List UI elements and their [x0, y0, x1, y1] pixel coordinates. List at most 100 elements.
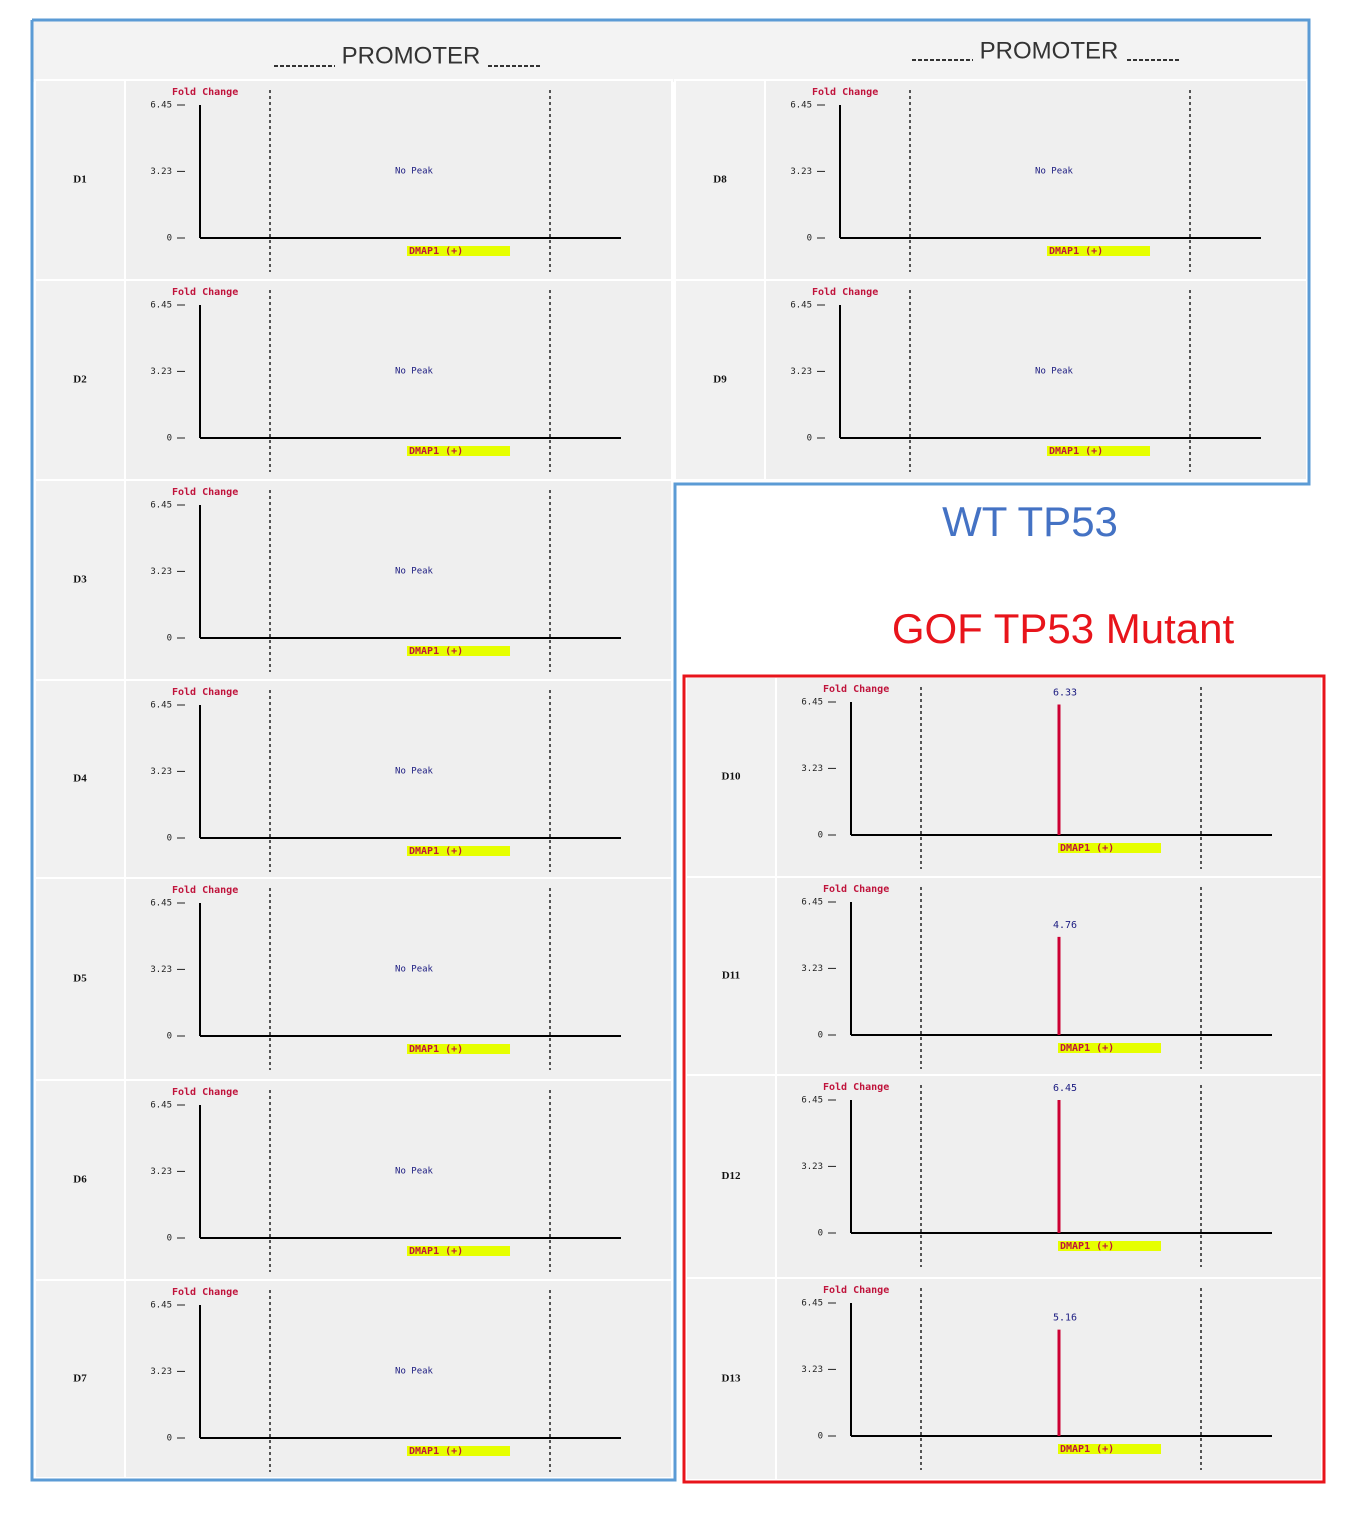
gof-frame [682, 674, 1326, 1484]
y-tick-label: 3.23 [790, 167, 812, 177]
y-tick-label: 0 [167, 234, 172, 244]
gene-box [407, 1246, 510, 1256]
y-tick-label: 3.23 [150, 1367, 172, 1377]
y-tick-label: 0 [818, 1432, 823, 1442]
y-tick-label: 0 [167, 434, 172, 444]
label-cell [34, 479, 126, 681]
y-tick-label: 6.45 [801, 898, 823, 908]
panel-label: D10 [722, 771, 741, 783]
gene-label: DMAP1 (+) [409, 446, 463, 457]
y-axis-label: Fold Change [172, 1087, 238, 1098]
chart-cell [124, 1079, 673, 1281]
gene-box [407, 446, 510, 456]
gene-box [407, 246, 510, 256]
y-tick-label: 6.45 [150, 301, 172, 311]
label-cell [34, 279, 126, 481]
y-tick-label: 3.23 [801, 1365, 823, 1375]
label-cell [34, 79, 126, 281]
annotation: No Peak [395, 767, 434, 777]
y-tick-label: 3.23 [150, 1167, 172, 1177]
y-tick-label: 3.23 [801, 1162, 823, 1172]
label-cell [674, 79, 766, 281]
panel-label: D2 [73, 374, 87, 386]
y-tick-label: 3.23 [801, 764, 823, 774]
chart-cell [124, 1279, 673, 1479]
annotation: No Peak [395, 367, 434, 377]
chart-cell [775, 1074, 1323, 1279]
y-tick-label: 6.45 [150, 501, 172, 511]
gene-box [407, 646, 510, 656]
gene-label: DMAP1 (+) [409, 1246, 463, 1257]
chart-cell [764, 79, 1308, 281]
label-cell [34, 877, 126, 1081]
gene-box [407, 1446, 510, 1456]
y-tick-label: 0 [167, 1434, 172, 1444]
y-axis-label: Fold Change [823, 1082, 889, 1093]
label-cell [685, 876, 777, 1076]
panel-label: D6 [73, 1174, 87, 1186]
panel-label: D4 [73, 773, 87, 785]
gene-box [1047, 246, 1150, 256]
y-axis-label: Fold Change [823, 684, 889, 695]
y-tick-label: 3.23 [801, 964, 823, 974]
group-label: GOF TP53 Mutant [892, 605, 1235, 652]
value-label: 4.76 [1053, 920, 1077, 931]
annotation: No Peak [395, 1367, 434, 1377]
y-tick-label: 0 [818, 831, 823, 841]
annotation: No Peak [395, 1167, 434, 1177]
y-axis-label: Fold Change [172, 885, 238, 896]
y-tick-label: 6.45 [790, 101, 812, 111]
chart-cell [775, 676, 1323, 878]
value-label: 6.45 [1053, 1083, 1077, 1094]
gene-label: DMAP1 (+) [409, 846, 463, 857]
annotation: No Peak [1035, 367, 1074, 377]
y-axis-label: Fold Change [172, 1287, 238, 1298]
y-axis-label: Fold Change [812, 87, 878, 98]
promoter-label: PROMOTER [980, 37, 1119, 64]
annotation: No Peak [395, 965, 434, 975]
group-label: WT TP53 [942, 498, 1118, 545]
y-tick-label: 0 [167, 634, 172, 644]
y-tick-label: 3.23 [790, 367, 812, 377]
panel-label: D13 [722, 1373, 741, 1385]
label-cell [34, 1279, 126, 1479]
y-tick-label: 0 [818, 1031, 823, 1041]
gene-label: DMAP1 (+) [409, 1044, 463, 1055]
y-axis-label: Fold Change [172, 87, 238, 98]
value-label: 6.33 [1053, 687, 1077, 698]
y-tick-label: 6.45 [150, 1101, 172, 1111]
chart-cell [124, 679, 673, 879]
y-tick-label: 6.45 [150, 1301, 172, 1311]
y-axis-label: Fold Change [823, 1285, 889, 1296]
wt-frame [30, 18, 1311, 1482]
chart-cell [124, 877, 673, 1081]
y-axis-label: Fold Change [172, 287, 238, 298]
y-tick-label: 3.23 [150, 367, 172, 377]
panel-label: D8 [713, 174, 727, 186]
y-tick-label: 0 [807, 434, 812, 444]
y-axis-label: Fold Change [812, 287, 878, 298]
gene-box [1047, 446, 1150, 456]
gene-label: DMAP1 (+) [1049, 446, 1103, 457]
annotation: No Peak [395, 567, 434, 577]
y-tick-label: 3.23 [150, 567, 172, 577]
y-axis-label: Fold Change [823, 884, 889, 895]
y-tick-label: 3.23 [150, 965, 172, 975]
panel-label: D3 [73, 574, 87, 586]
y-tick-label: 6.45 [801, 698, 823, 708]
panel-label: D11 [722, 970, 740, 982]
y-tick-label: 6.45 [150, 101, 172, 111]
y-tick-label: 3.23 [150, 767, 172, 777]
gene-box [1058, 1043, 1161, 1053]
gene-box [1058, 843, 1161, 853]
gene-box [407, 1044, 510, 1054]
chart-cell [124, 479, 673, 681]
panel-label: D5 [73, 973, 87, 985]
gene-box [1058, 1241, 1161, 1251]
annotation: No Peak [1035, 167, 1074, 177]
header-row [32, 20, 1309, 82]
promoter-label: PROMOTER [342, 42, 481, 69]
label-cell [685, 676, 777, 878]
